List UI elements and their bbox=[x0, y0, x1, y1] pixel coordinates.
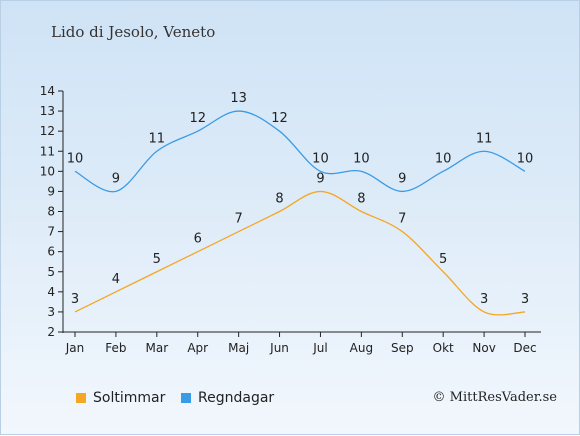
x-tick-label: Jan bbox=[65, 341, 85, 355]
data-label-soltimmar: 3 bbox=[480, 292, 488, 307]
x-tick-label: Feb bbox=[105, 341, 126, 355]
x-tick-label: Aug bbox=[350, 341, 373, 355]
data-label-soltimmar: 5 bbox=[439, 252, 447, 267]
data-label-regndagar: 10 bbox=[517, 151, 534, 166]
data-label-soltimmar: 6 bbox=[194, 232, 202, 247]
y-tick-label: 6 bbox=[47, 245, 55, 259]
legend-swatch-soltimmar bbox=[76, 393, 86, 403]
legend-item-regndagar: Regndagar bbox=[181, 390, 274, 406]
data-label-soltimmar: 4 bbox=[112, 272, 120, 287]
x-tick-label: Dec bbox=[513, 341, 536, 355]
data-label-soltimmar: 8 bbox=[357, 192, 365, 207]
data-label-soltimmar: 3 bbox=[71, 292, 79, 307]
x-tick-label: Mar bbox=[145, 341, 168, 355]
data-labels: 3 4 5 6 7 8 9 8 7 5 3 3 10 9 11 12 13 12 10 10 9 10 11 10 bbox=[67, 91, 534, 307]
y-tick-label: 10 bbox=[40, 164, 55, 178]
data-label-soltimmar: 3 bbox=[521, 292, 529, 307]
x-tick-label: Jul bbox=[312, 341, 327, 355]
y-tick-label: 12 bbox=[40, 124, 55, 138]
data-label-regndagar: 11 bbox=[149, 131, 166, 146]
series-lines bbox=[74, 110, 526, 316]
data-label-regndagar: 10 bbox=[312, 151, 329, 166]
x-tick-label: Apr bbox=[187, 341, 208, 355]
y-tick-label: 7 bbox=[47, 225, 55, 239]
data-label-regndagar: 9 bbox=[398, 171, 406, 186]
chart-title: Lido di Jesolo, Veneto bbox=[51, 23, 216, 41]
data-label-regndagar: 10 bbox=[353, 151, 370, 166]
data-label-regndagar: 9 bbox=[112, 171, 120, 186]
y-tick-label: 4 bbox=[47, 285, 55, 299]
legend-label-soltimmar: Soltimmar bbox=[93, 390, 166, 406]
y-tick-label: 11 bbox=[40, 144, 55, 158]
credit-text: © MittResVader.se bbox=[432, 390, 557, 405]
data-label-regndagar: 12 bbox=[189, 111, 206, 126]
data-label-regndagar: 11 bbox=[476, 131, 493, 146]
data-label-soltimmar: 7 bbox=[234, 212, 242, 227]
x-tick-label: Maj bbox=[228, 341, 249, 355]
y-tick-label: 5 bbox=[47, 265, 55, 279]
series-line-regndagar bbox=[74, 110, 526, 193]
series-line-soltimmar bbox=[74, 190, 526, 316]
data-label-soltimmar: 5 bbox=[153, 252, 161, 267]
y-tick-label: 8 bbox=[47, 205, 55, 219]
y-tick-label: 2 bbox=[47, 325, 55, 339]
data-label-soltimmar: 7 bbox=[398, 212, 406, 227]
data-label-regndagar: 10 bbox=[435, 151, 452, 166]
y-tick-label: 13 bbox=[40, 104, 55, 118]
y-tick-label: 3 bbox=[47, 305, 55, 319]
data-label-soltimmar: 9 bbox=[316, 171, 324, 186]
x-tick-label: Jun bbox=[269, 341, 289, 355]
data-label-regndagar: 12 bbox=[271, 111, 288, 126]
y-tick-label: 14 bbox=[40, 84, 55, 98]
legend-swatch-regndagar bbox=[181, 393, 191, 403]
x-tick-label: Nov bbox=[472, 341, 495, 355]
legend-item-soltimmar: Soltimmar bbox=[76, 390, 165, 406]
legend-label-regndagar: Regndagar bbox=[198, 390, 275, 406]
x-tick-label: Sep bbox=[391, 341, 414, 355]
data-label-regndagar: 13 bbox=[230, 91, 247, 106]
chart-axes: 2 3 4 5 6 7 8 9 10 11 12 13 14 Jan Feb Mar Apr Maj Jun Jul A… bbox=[40, 84, 541, 355]
data-label-soltimmar: 8 bbox=[275, 192, 283, 207]
data-label-regndagar: 10 bbox=[67, 151, 84, 166]
y-tick-label: 9 bbox=[47, 184, 55, 198]
x-tick-label: Okt bbox=[433, 341, 454, 355]
